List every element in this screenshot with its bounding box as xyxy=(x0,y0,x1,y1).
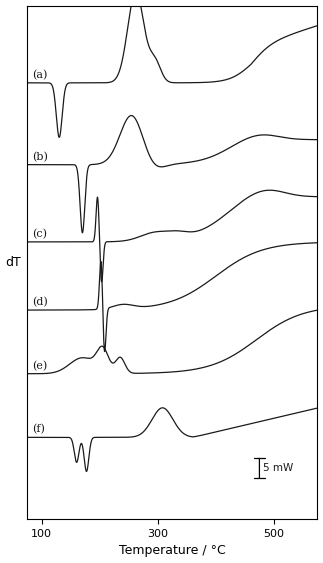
X-axis label: Temperature / °C: Temperature / °C xyxy=(119,544,226,557)
Text: (b): (b) xyxy=(32,151,48,162)
Text: (d): (d) xyxy=(32,297,48,307)
Text: 5 mW: 5 mW xyxy=(263,463,293,473)
Y-axis label: dT: dT xyxy=(5,256,21,269)
Text: (e): (e) xyxy=(32,361,47,371)
Text: (a): (a) xyxy=(32,70,47,80)
Text: (f): (f) xyxy=(32,425,45,435)
Text: (c): (c) xyxy=(32,229,47,239)
